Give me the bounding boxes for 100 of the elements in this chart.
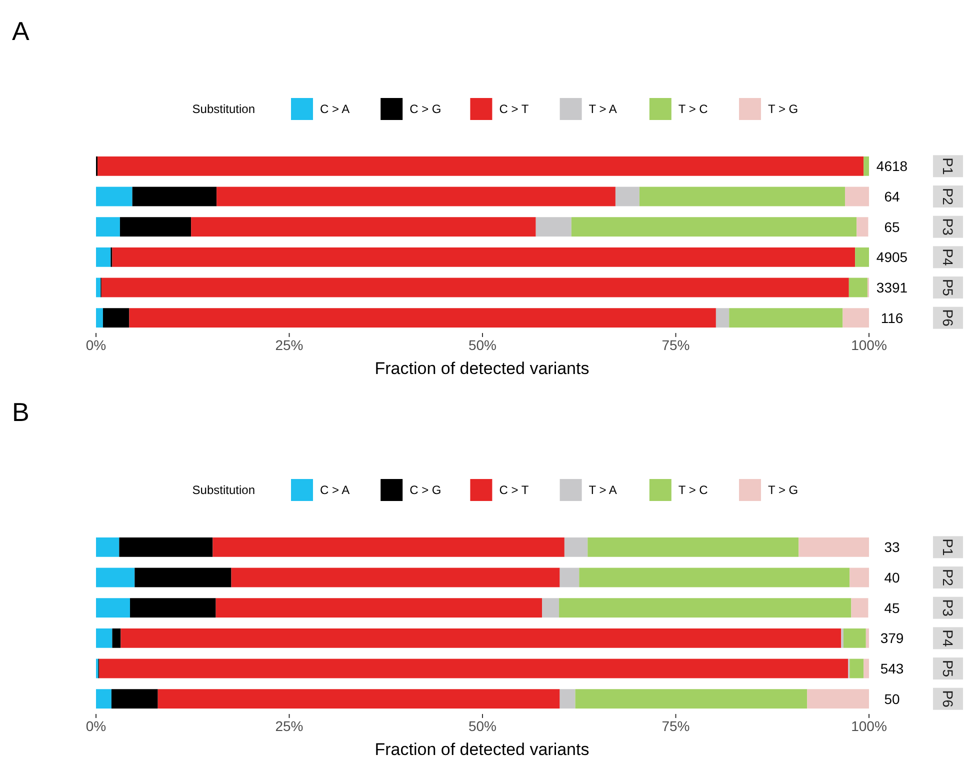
legend-label: T > G (768, 102, 798, 116)
legend-label: T > G (768, 483, 798, 497)
bar (212, 537, 564, 557)
y-tick-label: P6 (940, 690, 956, 708)
bar (120, 628, 842, 648)
bar (111, 689, 158, 709)
bar (216, 598, 542, 618)
bar (716, 308, 730, 328)
legend-label: T > A (588, 483, 617, 497)
y-tick-label: P5 (940, 278, 956, 296)
bar (96, 278, 101, 298)
text: 543 (880, 660, 904, 676)
text: 33 (884, 539, 900, 556)
bar (96, 217, 120, 237)
bar (112, 247, 856, 267)
x-tick-label: 50% (468, 718, 497, 734)
bar (102, 308, 130, 328)
bar (96, 186, 132, 206)
text: 379 (880, 630, 904, 646)
bar (866, 628, 869, 648)
bar (843, 628, 866, 648)
bar (798, 537, 869, 557)
x-axis-title: Fraction of detected variants (374, 359, 590, 378)
bar (850, 568, 869, 588)
bar (96, 598, 130, 618)
text: 45 (884, 600, 900, 616)
legend-label: T > C (678, 483, 708, 497)
x-tick-label: 100% (851, 718, 887, 734)
bar (101, 278, 849, 298)
bar (99, 658, 848, 678)
x-tick-label: 25% (275, 718, 304, 734)
bar (807, 689, 869, 709)
bar (729, 308, 843, 328)
x-tick-label: 50% (468, 337, 497, 353)
bar (96, 628, 112, 648)
text: 116 (880, 310, 904, 326)
y-tick-label: P4 (940, 248, 956, 266)
bar (112, 628, 121, 648)
text: 4905 (876, 249, 908, 266)
bar (129, 308, 716, 328)
bar (560, 568, 580, 588)
bar (864, 658, 869, 678)
bar (134, 568, 232, 588)
bar (130, 598, 216, 618)
text: 50 (884, 690, 900, 707)
chart-title: B (12, 397, 30, 427)
bar (850, 658, 864, 678)
text: 4618 (876, 158, 908, 174)
bar (845, 186, 869, 206)
text: 64 (884, 188, 900, 204)
bar (96, 568, 135, 588)
bar (158, 689, 560, 709)
bar (536, 217, 572, 237)
legend-label: T > A (588, 102, 617, 116)
bar (96, 247, 111, 267)
legend-label: C > G (410, 102, 442, 116)
bar (571, 217, 857, 237)
chart-title: A (12, 16, 30, 46)
bar (542, 598, 560, 618)
bar (559, 598, 852, 618)
bar (96, 308, 103, 328)
text: 3391 (876, 280, 908, 296)
y-tick-label: P3 (940, 599, 956, 617)
legend-label: C > T (499, 483, 530, 497)
bar (191, 217, 536, 237)
x-tick-label: 25% (275, 337, 304, 353)
y-tick-label: P1 (940, 158, 956, 175)
bar (560, 689, 576, 709)
legend-label: C > T (499, 102, 530, 116)
bar (848, 278, 868, 298)
x-axis-title: Fraction of detected variants (374, 740, 590, 759)
text: 40 (884, 570, 900, 586)
text: 65 (884, 218, 900, 235)
bar (98, 156, 864, 176)
y-tick-label: P2 (940, 188, 956, 206)
bar (119, 537, 213, 557)
bar (864, 156, 869, 176)
legend-title: Substitution (192, 102, 255, 116)
bar (575, 689, 808, 709)
bar (615, 186, 640, 206)
y-tick-label: P3 (940, 218, 956, 236)
bar (842, 308, 869, 328)
y-tick-label: P1 (940, 538, 956, 556)
legend-label: C > A (320, 483, 350, 497)
y-tick-label: P2 (940, 568, 956, 586)
bar (851, 598, 868, 618)
bar (856, 217, 868, 237)
bar (231, 568, 560, 588)
bar (588, 537, 799, 557)
bar (579, 568, 850, 588)
bar (216, 186, 616, 206)
legend-label: T > C (678, 102, 708, 116)
x-tick-label: 75% (662, 718, 690, 734)
y-tick-label: P4 (940, 630, 956, 647)
bar (96, 689, 112, 709)
bar (132, 186, 217, 206)
legend-label: C > A (320, 102, 350, 116)
bar (855, 247, 869, 267)
legend-label: C > G (410, 483, 442, 497)
x-tick-label: 75% (662, 337, 690, 353)
